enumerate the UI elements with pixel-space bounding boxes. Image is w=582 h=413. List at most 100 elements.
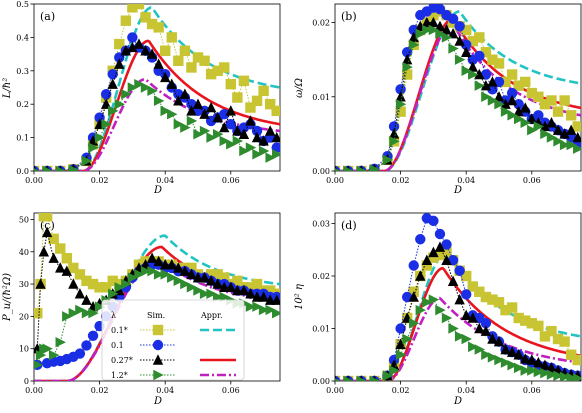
sim-point: [205, 275, 217, 286]
sim-point: [520, 315, 531, 326]
sim-point: [428, 24, 440, 36]
sim-point: [520, 102, 531, 113]
sim-point: [232, 275, 243, 287]
sim-point: [133, 4, 145, 10]
sim-point: [100, 88, 112, 100]
sim-point: [565, 124, 577, 135]
sim-point: [271, 294, 280, 305]
panel-d-frame: [334, 212, 582, 382]
approx-curve-0.1star: [335, 10, 581, 171]
sim-point: [428, 294, 440, 305]
sim-point: [265, 304, 276, 316]
sim-point: [55, 165, 66, 171]
sim-point: [114, 99, 125, 110]
sim-point: [480, 79, 492, 91]
sim-point: [435, 304, 446, 316]
sim-point: [408, 31, 419, 43]
panel-b-xlabel: D: [453, 185, 462, 196]
sim-point: [41, 213, 53, 222]
approx-curve-1.2star: [335, 296, 581, 381]
sim-point: [127, 32, 138, 43]
sim-point: [493, 297, 505, 308]
sim-point: [395, 99, 407, 110]
sim-point: [527, 124, 538, 136]
sim-point: [428, 246, 439, 258]
panel-c-ylabel: P_u/(ħ²Ω): [2, 273, 13, 322]
sim-point: [42, 343, 53, 354]
sim-point: [500, 106, 512, 117]
sim-point: [441, 254, 452, 265]
x-tick-label: 0.04: [457, 176, 475, 185]
legend-box: [101, 299, 245, 381]
sim-point: [264, 125, 276, 136]
panel-b-ylabel: ω/Ω: [294, 78, 305, 98]
sim-point: [474, 68, 485, 80]
sim-point: [447, 13, 459, 25]
sim-line-0.1star: [34, 4, 278, 171]
sim-point: [239, 145, 250, 157]
sim-point: [186, 115, 198, 127]
sim-point: [434, 20, 446, 31]
sim-point: [435, 28, 446, 39]
sim-point: [520, 76, 531, 88]
sim-point: [173, 262, 184, 273]
sim-point: [251, 278, 263, 290]
sim-point: [500, 76, 511, 88]
sim-point: [251, 95, 263, 107]
sim-point: [434, 241, 446, 252]
sim-point: [573, 143, 581, 154]
sim-point: [448, 323, 459, 334]
sim-point: [121, 88, 132, 100]
sim-point: [252, 149, 263, 160]
sim-point: [232, 92, 243, 103]
sim-point: [199, 271, 210, 283]
sim-point: [134, 78, 145, 90]
sim-point: [513, 105, 524, 117]
sim-point: [81, 340, 92, 351]
sim-point: [192, 98, 204, 109]
sim-point: [179, 88, 191, 99]
x-tick-label: 0.06: [523, 386, 541, 395]
sim-point: [219, 109, 230, 120]
y-tick-label: 0.5: [16, 0, 29, 9]
sim-point: [559, 128, 570, 139]
sim-point: [147, 85, 158, 97]
sim-point: [114, 38, 125, 50]
sim-point: [258, 135, 269, 146]
sim-point: [409, 318, 420, 329]
sim-point: [160, 71, 171, 83]
x-tick-label: 0.02: [392, 386, 410, 395]
panel-a-xlabel: D: [153, 185, 162, 196]
sim-point: [461, 46, 472, 57]
sim-point: [520, 365, 531, 376]
sim-point: [120, 15, 132, 26]
sim-point: [389, 365, 400, 376]
sim-point: [127, 82, 139, 93]
panel-d-label: (d): [341, 219, 357, 232]
sim-point: [422, 24, 433, 36]
sim-point: [245, 282, 256, 293]
plot-area: [335, 213, 581, 381]
sim-point: [421, 16, 433, 28]
sim-point: [146, 252, 158, 263]
sim-point: [232, 125, 243, 136]
sim-point: [186, 105, 197, 116]
x-tick-label: 0.02: [91, 176, 109, 185]
sim-point: [461, 270, 472, 282]
sim-point: [480, 47, 492, 58]
sim-point: [468, 341, 479, 353]
sim-point: [487, 352, 499, 363]
sim-point: [408, 291, 419, 302]
sim-point: [533, 91, 544, 102]
sim-point: [506, 87, 518, 99]
sim-point: [461, 39, 472, 51]
sim-point: [68, 278, 79, 289]
sim-point: [271, 105, 280, 117]
sim-point: [526, 318, 537, 329]
sim-point: [225, 105, 236, 116]
sim-point: [539, 120, 551, 132]
sim-point: [238, 284, 250, 296]
sim-point: [81, 307, 93, 319]
x-tick-label: 0.00: [25, 176, 43, 185]
sim-point: [121, 278, 132, 290]
